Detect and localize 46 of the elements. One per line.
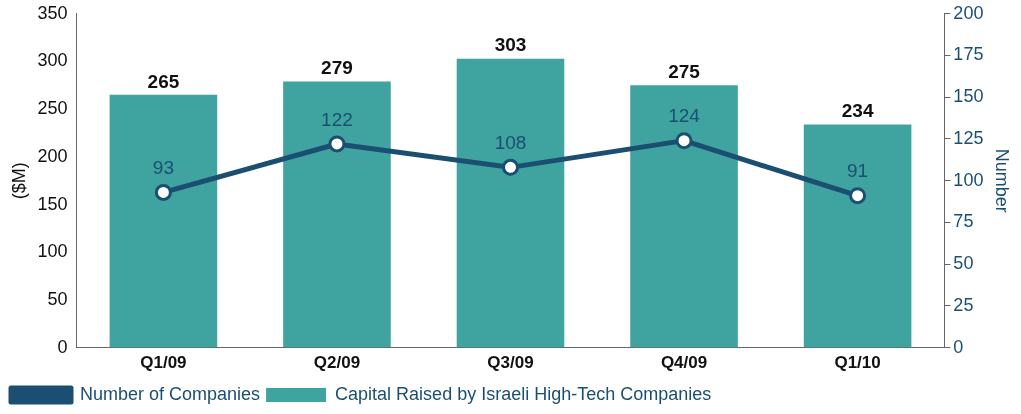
y-tick-label: 150 [37,193,68,214]
point [502,158,519,176]
bar [630,85,738,348]
y-tick-label: 350 [37,2,68,23]
y-tick-label: 200 [37,145,68,166]
legend-label: Capital Raised by Israeli High-Tech Companies [335,383,712,404]
bar [456,58,565,348]
legend-label: Number of Companies [80,383,261,404]
y2-tick-label: 200 [953,2,984,23]
y-tick-label: 0 [57,336,68,357]
y2-tick-label: 150 [953,86,984,107]
data-label: 124 [668,105,701,127]
y-tick-label: 100 [37,241,68,262]
data-label: 93 [152,157,174,179]
data-label: 279 [321,57,353,79]
point [154,183,172,201]
bar [803,124,912,348]
y2-tick-label: 75 [953,211,974,232]
data-label: 91 [847,160,869,182]
y-tick-label: 50 [47,288,68,309]
y2-tick-label: 125 [953,127,984,148]
x-tick-label: Q1/10 [834,353,881,373]
data-label: 303 [494,34,527,56]
y2-tick-label: 100 [953,169,984,190]
x-tick-label: Q1/09 [140,353,187,373]
y-tick-label: 250 [37,98,68,119]
x-tick-label: Q3/09 [487,353,534,373]
y2-tick-label: 0 [953,336,964,357]
x-tick-label: Q2/09 [313,353,361,373]
point [849,187,867,205]
bar [109,94,218,348]
data-label: 234 [841,100,874,122]
point [328,135,346,153]
y-tick-label: 300 [37,50,68,71]
y2-tick-label: 175 [953,44,984,65]
data-label: 275 [668,61,701,83]
y2-tick-label: 50 [953,253,974,274]
y2-tick-label: 25 [953,294,974,315]
data-label: 122 [321,108,353,130]
bar [283,81,391,348]
y-axis-title: ($M) [8,162,29,200]
data-label: 265 [147,70,180,92]
point [675,132,693,150]
data-label: 108 [494,132,527,154]
y2-axis-title: Number [992,148,1013,213]
x-tick-label: Q4/09 [660,353,708,373]
